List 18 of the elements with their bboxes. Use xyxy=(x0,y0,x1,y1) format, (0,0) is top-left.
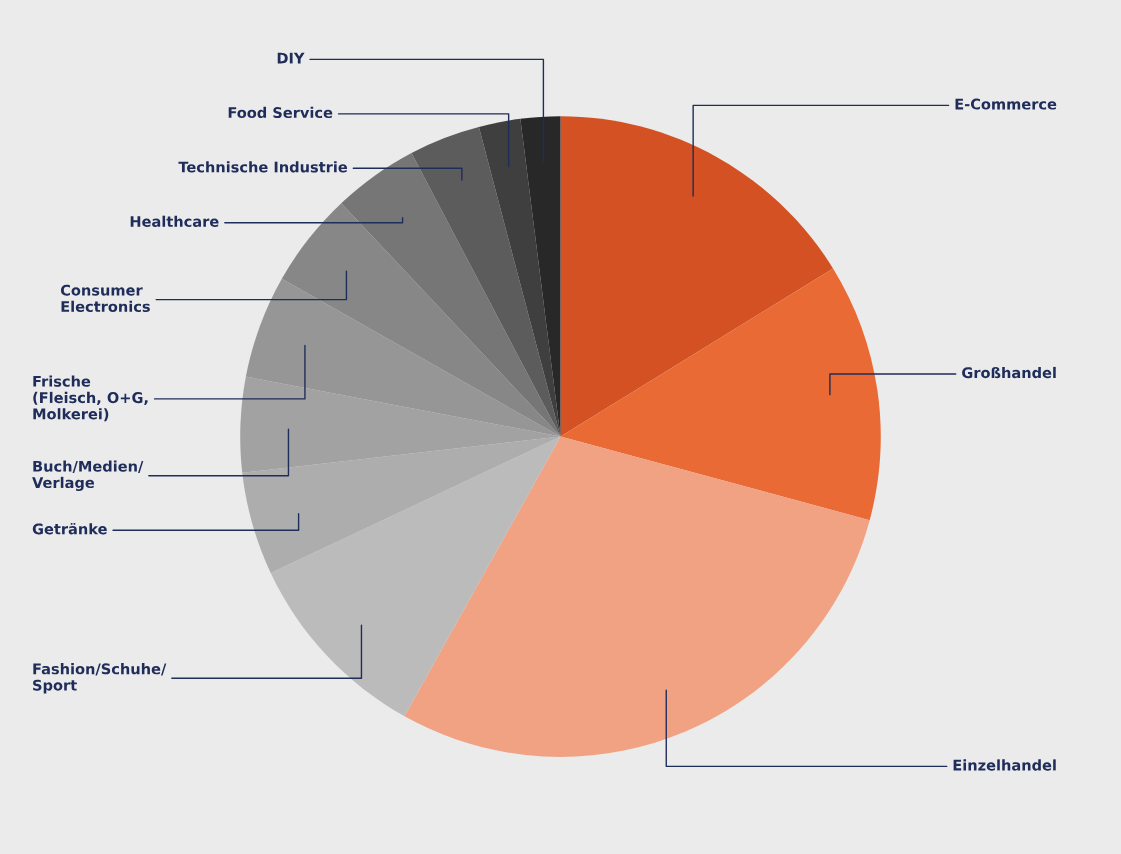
slice-label: Frische (Fleisch, O+G, Molkerei) xyxy=(33,375,148,422)
pie-slice xyxy=(411,126,561,437)
slice-label: Getränke xyxy=(32,522,107,535)
pie-slice xyxy=(560,268,881,521)
slice-label: Buch/Medien/ Verlage xyxy=(32,460,144,492)
slice-label: Einzelhandel xyxy=(953,759,1056,771)
slice-label: Technische Industrie xyxy=(178,161,348,173)
pie-slice xyxy=(560,116,834,437)
slice-label: E-Commerce xyxy=(955,98,1057,110)
slice-label: Healthcare xyxy=(130,215,219,227)
slice-label: DIY xyxy=(277,52,305,64)
pie-slice xyxy=(404,436,870,757)
slice-label: Großhandel xyxy=(962,366,1056,379)
pie-slice xyxy=(270,436,561,717)
slice-label: Consumer Electronics xyxy=(60,284,150,313)
slice-label: Fashion/Schuhe/ Sport xyxy=(33,663,167,694)
slice-label: Food Service xyxy=(228,106,333,119)
pie-slice xyxy=(281,203,561,437)
